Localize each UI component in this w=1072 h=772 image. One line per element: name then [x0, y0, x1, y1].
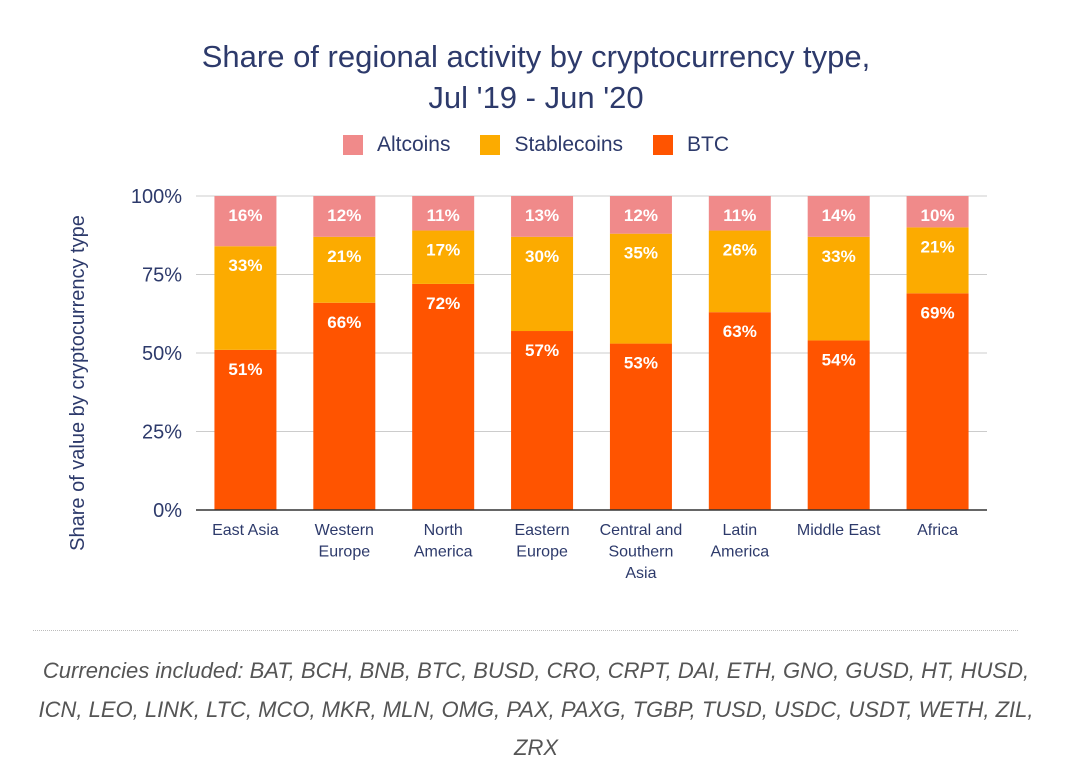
bar-btc: [906, 293, 969, 510]
data-label-stablecoins: 33%: [228, 256, 262, 275]
bar-altcoins: [708, 196, 771, 231]
y-axis-title: Share of value by cryptocurrency type: [67, 215, 89, 551]
data-label-altcoins: 12%: [624, 206, 658, 225]
y-tick-label: 100%: [131, 186, 182, 208]
bar-btc: [214, 349, 277, 510]
bar-altcoins: [313, 196, 376, 237]
legend-label-altcoins: Altcoins: [376, 133, 451, 156]
x-tick-label: East Asia: [212, 522, 279, 539]
bar-btc: [609, 343, 672, 510]
data-label-btc: 72%: [426, 294, 460, 313]
bar-stablecoins: [708, 230, 771, 313]
bar-stablecoins: [609, 233, 672, 344]
data-label-stablecoins: 26%: [723, 241, 757, 260]
legend-item-btc: BTC: [653, 133, 729, 157]
data-label-btc: 66%: [327, 313, 361, 332]
bar-altcoins: [906, 196, 969, 228]
bar-stablecoins: [313, 236, 376, 303]
data-label-stablecoins: 17%: [426, 241, 460, 260]
data-label-altcoins: 11%: [723, 206, 756, 225]
footnote-divider: [33, 630, 1018, 631]
stacked-bar-chart: 0% 25% 50% 75% 100% Share of value by cryptoc…: [67, 186, 987, 582]
x-tick-label: Middle East: [797, 522, 881, 539]
x-tick-label: Western Europe: [315, 522, 374, 561]
bar-btc: [807, 340, 870, 510]
bar-altcoins: [214, 196, 277, 247]
bar-stablecoins: [412, 230, 475, 284]
footnote: Currencies included: BAT, BCH, BNB, BTC,…: [38, 658, 1034, 760]
chart-legend: Altcoins Stablecoins BTC: [0, 133, 1072, 157]
bar-altcoins: [609, 196, 672, 234]
x-tick-label: Central and Southern Asia: [600, 522, 683, 582]
bar-altcoins: [807, 196, 870, 237]
bar-stablecoins: [214, 246, 277, 350]
data-label-btc: 57%: [525, 341, 559, 360]
data-label-btc: 69%: [921, 303, 955, 322]
bar-stablecoins: [511, 236, 574, 332]
bar-stablecoins: [906, 227, 969, 294]
legend-item-stablecoins: Stablecoins: [480, 133, 623, 157]
x-tick-label: Africa: [917, 522, 958, 539]
legend-label-btc: BTC: [687, 133, 730, 156]
chart-title: Share of regional activity by cryptocurr…: [0, 36, 1072, 118]
data-label-stablecoins: 21%: [921, 237, 955, 256]
data-label-btc: 53%: [624, 354, 658, 373]
legend-swatch-stablecoins: [480, 135, 501, 155]
bar-btc: [511, 331, 574, 510]
legend-label-stablecoins: Stablecoins: [514, 133, 624, 156]
bar-stablecoins: [807, 236, 870, 341]
x-tick-label: North America: [414, 522, 473, 561]
legend-item-altcoins: Altcoins: [342, 133, 451, 157]
y-tick-label: 25%: [142, 422, 182, 444]
data-label-btc: 51%: [228, 360, 262, 379]
data-label-altcoins: 12%: [327, 206, 361, 225]
data-label-altcoins: 10%: [921, 206, 955, 225]
data-label-btc: 63%: [723, 322, 757, 341]
legend-swatch-altcoins: [342, 135, 363, 155]
y-tick-label: 0%: [153, 500, 182, 522]
legend-swatch-btc: [653, 135, 674, 155]
data-label-altcoins: 13%: [525, 206, 559, 225]
x-tick-label: Latin America: [710, 522, 769, 561]
bar-btc: [313, 302, 376, 510]
y-tick-label: 50%: [142, 343, 182, 365]
chart-title-line-1: Share of regional activity by cryptocurr…: [201, 39, 871, 74]
bar-btc: [708, 312, 771, 510]
data-label-altcoins: 14%: [822, 206, 856, 225]
data-label-stablecoins: 30%: [525, 247, 559, 266]
bar-btc: [412, 283, 475, 510]
data-label-stablecoins: 35%: [624, 244, 658, 263]
x-tick-label: Eastern Europe: [514, 522, 569, 561]
data-label-stablecoins: 33%: [822, 247, 856, 266]
bar-altcoins: [511, 196, 574, 237]
data-label-altcoins: 16%: [228, 206, 262, 225]
data-label-stablecoins: 21%: [327, 247, 361, 266]
y-tick-label: 75%: [142, 265, 182, 287]
chart-title-line-2: Jul '19 - Jun '20: [428, 80, 644, 115]
data-label-btc: 54%: [822, 350, 856, 369]
bar-altcoins: [412, 196, 475, 231]
data-label-altcoins: 11%: [427, 206, 460, 225]
